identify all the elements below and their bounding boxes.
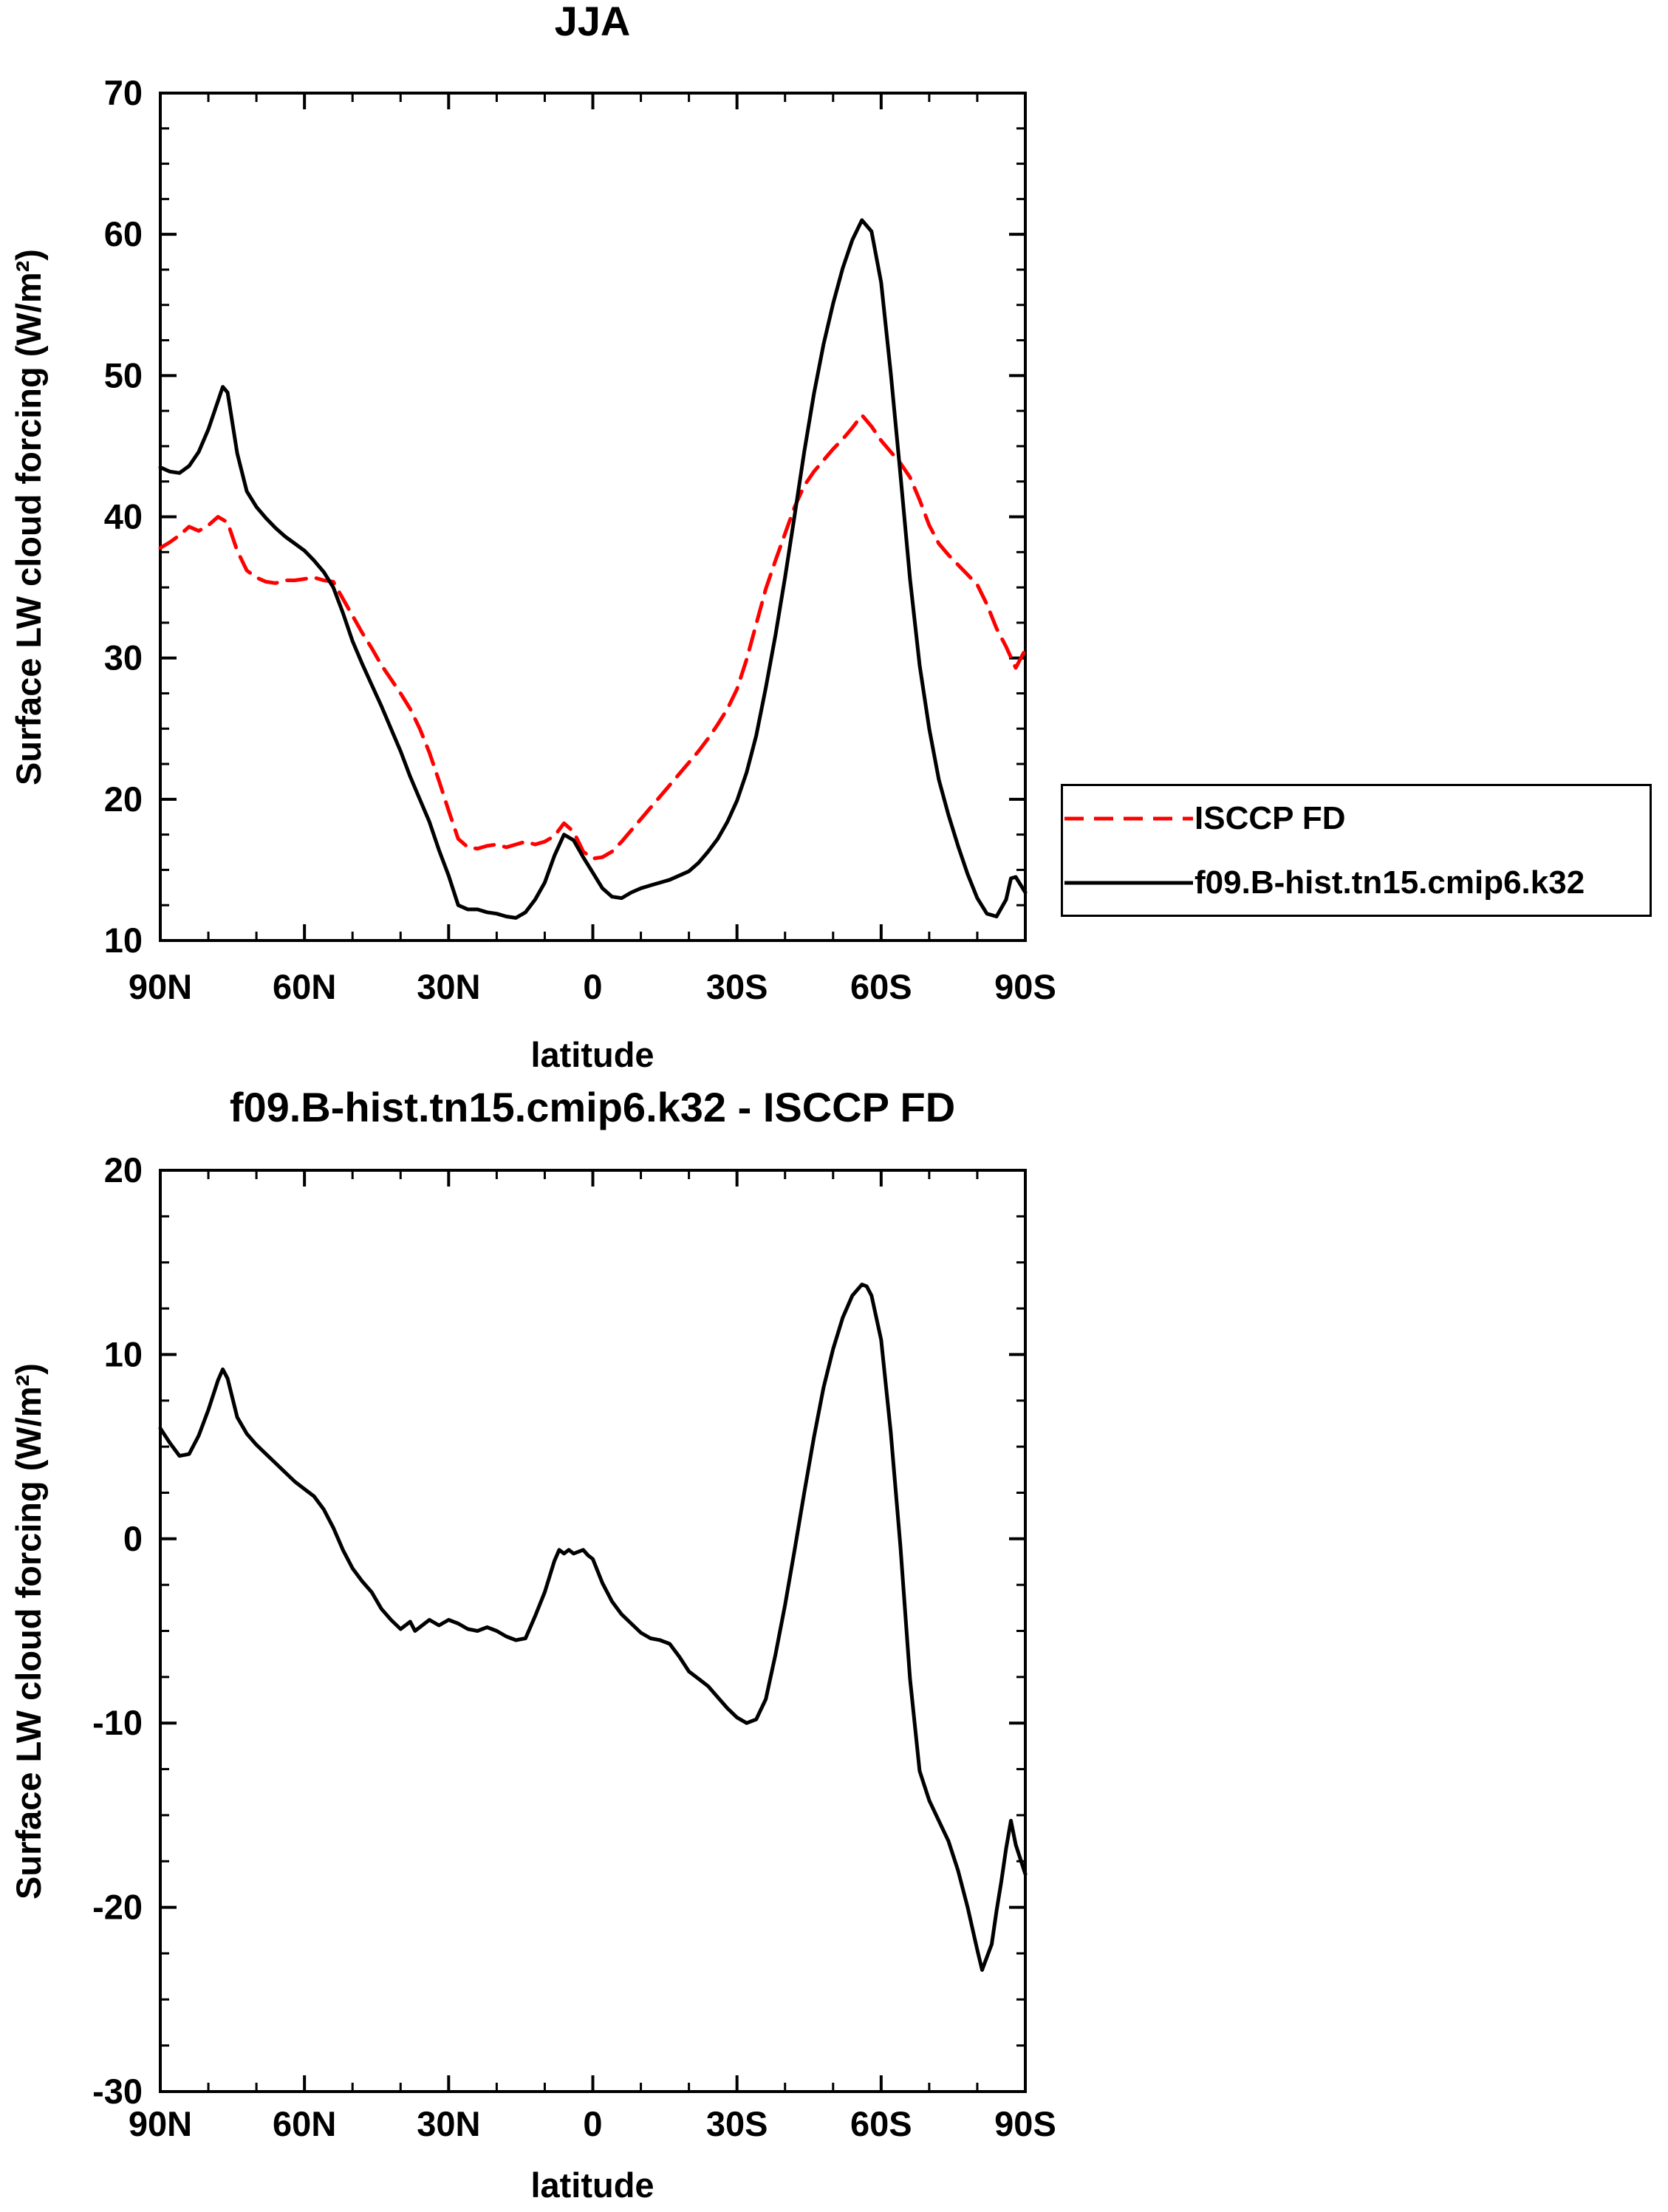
top-y-tick-label: 20 <box>104 779 143 819</box>
bottom-series-line <box>158 1283 1028 1972</box>
legend-item-isccp-fd: ISCCP FD <box>1063 786 1650 850</box>
bottom-x-tick-label: 30S <box>706 2104 768 2143</box>
top-xaxis-label: latitude <box>530 1035 654 1074</box>
legend-dashed-line-sample <box>1064 816 1193 820</box>
legend-item-model: f09.B-hist.tn15.cmip6.k32 <box>1063 850 1650 915</box>
bottom-yaxis-label: Surface LW cloud forcing (W/m²) <box>9 1363 48 1899</box>
top-y-tick-label: 40 <box>104 497 143 536</box>
top-plot-frame <box>159 92 1027 942</box>
bottom-x-tick-label: 60N <box>273 2104 336 2143</box>
top-y-tick-label: 10 <box>104 921 143 960</box>
bottom-x-tick-label: 30N <box>417 2104 480 2143</box>
top-series-line <box>158 413 1028 861</box>
bottom-x-tick-label: 0 <box>583 2104 602 2143</box>
bottom-y-tick-label: 20 <box>104 1150 143 1189</box>
bottom-y-tick-label: 0 <box>123 1519 143 1558</box>
top-x-tick-label: 60S <box>850 967 912 1006</box>
bottom-y-tick-label: -10 <box>92 1703 143 1742</box>
legend-label-model: f09.B-hist.tn15.cmip6.k32 <box>1194 864 1585 901</box>
top-x-tick-label: 30S <box>706 967 768 1006</box>
bottom-plot-frame <box>159 1169 1027 2093</box>
legend-label-isccp-fd: ISCCP FD <box>1194 799 1346 836</box>
top-y-tick-label: 30 <box>104 638 143 677</box>
top-chart-title: JJA <box>555 0 631 44</box>
bottom-xaxis-label: latitude <box>530 2165 654 2205</box>
legend-solid-line-sample <box>1064 881 1193 884</box>
bottom-y-tick-label: -20 <box>92 1888 143 1927</box>
bottom-x-tick-label: 90S <box>994 2104 1056 2143</box>
top-x-tick-label: 90N <box>129 967 192 1006</box>
top-chart-plot-area: 90N 60N 30N 0 30S 60S 90S 10 20 30 40 50 60 70 <box>104 73 1056 1006</box>
top-y-tick-label: 60 <box>104 214 143 253</box>
top-x-tick-label: 60N <box>273 967 336 1006</box>
top-y-tick-label: 50 <box>104 355 143 395</box>
top-y-tick-label: 70 <box>104 73 143 112</box>
top-x-tick-label: 30N <box>417 967 480 1006</box>
legend: ISCCP FD f09.B-hist.tn15.cmip6.k32 <box>1061 784 1652 917</box>
bottom-x-tick-label: 90N <box>129 2104 192 2143</box>
top-x-tick-label: 90S <box>994 967 1056 1006</box>
top-yaxis-label: Surface LW cloud forcing (W/m²) <box>9 249 48 785</box>
bottom-x-tick-label: 60S <box>850 2104 912 2143</box>
bottom-y-tick-label: 10 <box>104 1334 143 1373</box>
top-series-line <box>158 218 1028 920</box>
bottom-chart-plot-area: 90N 60N 30N 0 30S 60S 90S -30 -20 -10 0 10 20 <box>92 1150 1056 2143</box>
bottom-chart-title: f09.B-hist.tn15.cmip6.k32 - ISCCP FD <box>230 1084 955 1130</box>
bottom-y-tick-label: -30 <box>92 2072 143 2111</box>
top-x-tick-label: 0 <box>583 967 602 1006</box>
